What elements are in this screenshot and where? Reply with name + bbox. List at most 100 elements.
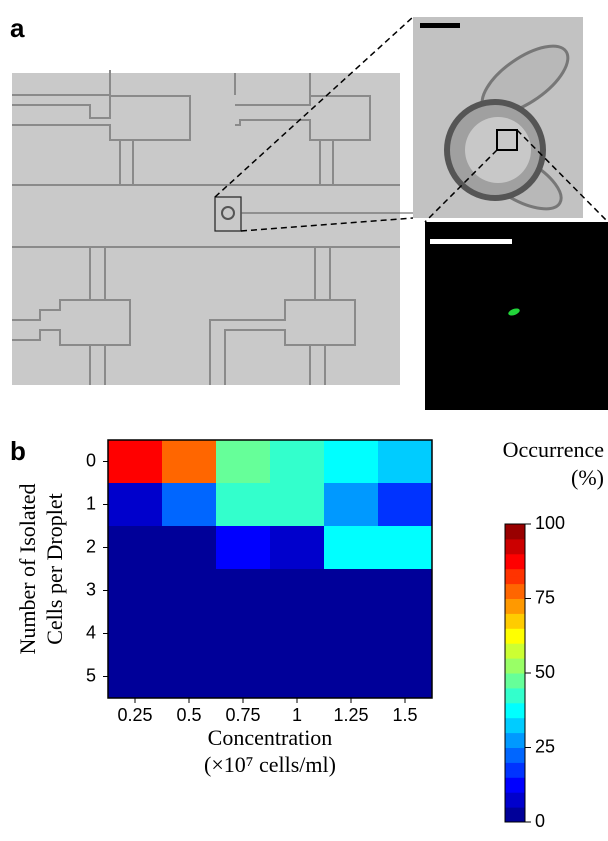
- x-tick-label: 0.25: [117, 705, 152, 725]
- heatmap-cell: [270, 612, 325, 656]
- colorbar-step: [505, 740, 525, 748]
- heatmap-cell: [216, 655, 271, 699]
- colorbar-step: [505, 703, 525, 711]
- colorbar-step: [505, 554, 525, 562]
- y-tick-label: 3: [86, 579, 96, 599]
- colorbar-step: [505, 599, 525, 607]
- colorbar-step: [505, 725, 525, 733]
- y-tick-label: 1: [86, 493, 96, 513]
- heatmap-cell: [162, 569, 217, 613]
- y-tick-label: 0: [86, 450, 96, 470]
- panel-label: a: [10, 13, 25, 43]
- colorbar-step: [505, 569, 525, 577]
- figure: a b: [0, 0, 608, 836]
- heatmap-cell: [216, 483, 271, 527]
- colorbar-step: [505, 688, 525, 696]
- micrograph: [12, 17, 425, 385]
- colorbar-step: [505, 777, 525, 785]
- heatmap-cell: [162, 526, 217, 570]
- colorbar-step: [505, 762, 525, 770]
- colorbar-step: [505, 770, 525, 778]
- x-tick-label: 0.75: [225, 705, 260, 725]
- colorbar-step: [505, 807, 525, 815]
- heatmap-cell: [108, 569, 163, 613]
- heatmap-cell: [270, 569, 325, 613]
- heatmap-cell: [324, 612, 379, 656]
- heatmap-cell: [216, 569, 271, 613]
- heatmap-cell: [270, 655, 325, 699]
- panel-label: b: [10, 436, 26, 466]
- colorbar-step: [505, 785, 525, 793]
- x-tick-label: 1.25: [333, 705, 368, 725]
- y-tick-label: 5: [86, 665, 96, 685]
- heatmap-cell: [162, 440, 217, 484]
- heatmap-cell: [162, 483, 217, 527]
- colorbar-step: [505, 636, 525, 644]
- x-tick-label: 1.5: [392, 705, 417, 725]
- colorbar-step: [505, 643, 525, 651]
- heatmap-cell: [324, 569, 379, 613]
- zoom-image: [413, 17, 608, 222]
- y-tick-label: 4: [86, 622, 96, 642]
- heatmap-cell: [378, 569, 433, 613]
- y-tick-label: 2: [86, 536, 96, 556]
- heatmap-cell: [216, 440, 271, 484]
- colorbar-label: (%): [571, 465, 604, 490]
- colorbar-step: [505, 748, 525, 756]
- colorbar-tick-label: 50: [535, 662, 555, 682]
- heatmap-cell: [108, 483, 163, 527]
- colorbar-step: [505, 680, 525, 688]
- heatmap-cell: [270, 483, 325, 527]
- heatmap-cell: [270, 526, 325, 570]
- colorbar-step: [505, 628, 525, 636]
- colorbar-step: [505, 561, 525, 569]
- heatmap-cell: [216, 612, 271, 656]
- heatmap-cell: [378, 483, 433, 527]
- colorbar-tick-label: 25: [535, 736, 555, 756]
- colorbar-label: Occurrence: [503, 437, 604, 462]
- colorbar-step: [505, 539, 525, 547]
- heatmap-cell: [324, 440, 379, 484]
- colorbar-step: [505, 666, 525, 674]
- colorbar-step: [505, 531, 525, 539]
- colorbar-step: [505, 546, 525, 554]
- colorbar-step: [505, 792, 525, 800]
- heatmap-cell: [378, 440, 433, 484]
- colorbar-step: [505, 591, 525, 599]
- colorbar-step: [505, 695, 525, 703]
- heatmap-cell: [378, 655, 433, 699]
- colorbar-step: [505, 815, 525, 823]
- colorbar-step: [505, 718, 525, 726]
- heatmap-cell: [270, 440, 325, 484]
- heatmap-cell: [378, 612, 433, 656]
- x-tick-label: 0.5: [176, 705, 201, 725]
- heatmap-cell: [324, 483, 379, 527]
- heatmap-cell: [162, 612, 217, 656]
- y-axis-label: Cells per Droplet: [42, 493, 67, 645]
- colorbar-step: [505, 613, 525, 621]
- colorbar-step: [505, 606, 525, 614]
- fluorescence-image: [425, 222, 608, 410]
- colorbar-step: [505, 651, 525, 659]
- heatmap-cell: [324, 526, 379, 570]
- x-axis-label: (×10⁷ cells/ml): [204, 752, 336, 777]
- colorbar-step: [505, 524, 525, 532]
- heatmap-cell: [162, 655, 217, 699]
- heatmap-cell: [216, 526, 271, 570]
- page: a b: [0, 0, 608, 841]
- y-axis-label: Number of Isolated: [15, 483, 40, 654]
- heatmap-cell: [378, 526, 433, 570]
- colorbar-tick-label: 0: [535, 811, 545, 831]
- colorbar-step: [505, 710, 525, 718]
- colorbar-step: [505, 800, 525, 808]
- heatmap-cell: [108, 612, 163, 656]
- colorbar-step: [505, 621, 525, 629]
- colorbar-step: [505, 733, 525, 741]
- heatmap-cell: [108, 526, 163, 570]
- colorbar-step: [505, 755, 525, 763]
- colorbar-step: [505, 673, 525, 681]
- x-tick-label: 1: [292, 705, 302, 725]
- heatmap-cell: [108, 440, 163, 484]
- heatmap-cell: [324, 655, 379, 699]
